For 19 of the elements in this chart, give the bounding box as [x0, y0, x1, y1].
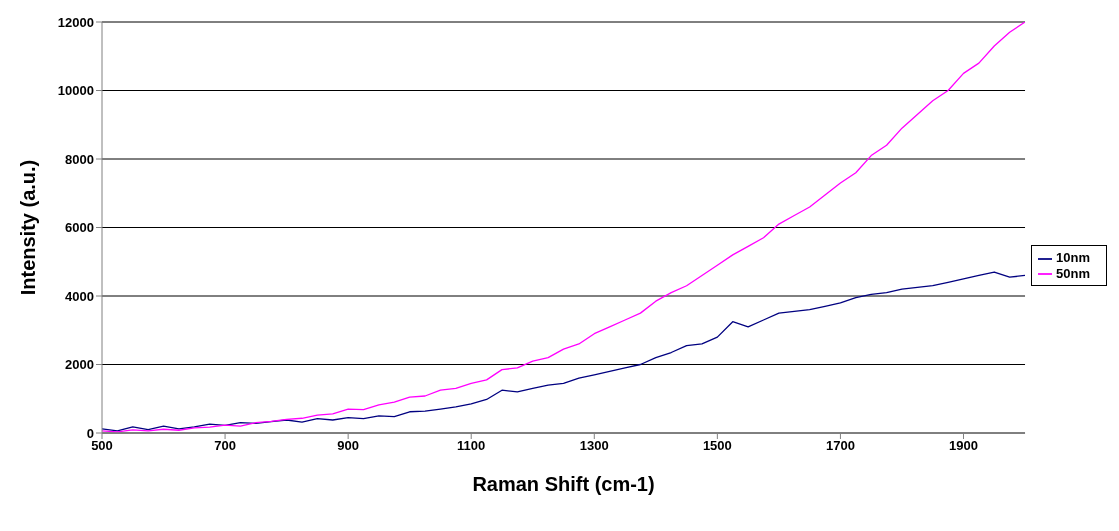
legend-label: 10nm: [1056, 249, 1090, 265]
y-tick-label: 4000: [65, 288, 94, 304]
y-tick-label: 2000: [65, 357, 94, 373]
x-axis-title: Raman Shift (cm-1): [472, 473, 655, 495]
x-tick-label: 1700: [825, 438, 855, 454]
y-tick-label: 6000: [65, 220, 94, 236]
legend-label: 50nm: [1056, 265, 1090, 281]
y-tick-label: 8000: [65, 151, 94, 167]
x-tick-label: 500: [91, 438, 113, 454]
y-axis-title: Intensity (a.u.): [17, 159, 40, 296]
y-tick-label: 10000: [57, 83, 94, 99]
x-tick-label: 1300: [579, 438, 609, 454]
y-tick-label: 0: [86, 425, 94, 441]
x-tick-label: 1900: [949, 438, 978, 454]
x-tick-label: 1100: [457, 438, 486, 454]
y-tick-label: 12000: [57, 14, 94, 30]
x-tick-label: 900: [337, 438, 359, 454]
x-tick-label: 1500: [702, 438, 732, 454]
x-tick-label: 700: [214, 438, 236, 454]
